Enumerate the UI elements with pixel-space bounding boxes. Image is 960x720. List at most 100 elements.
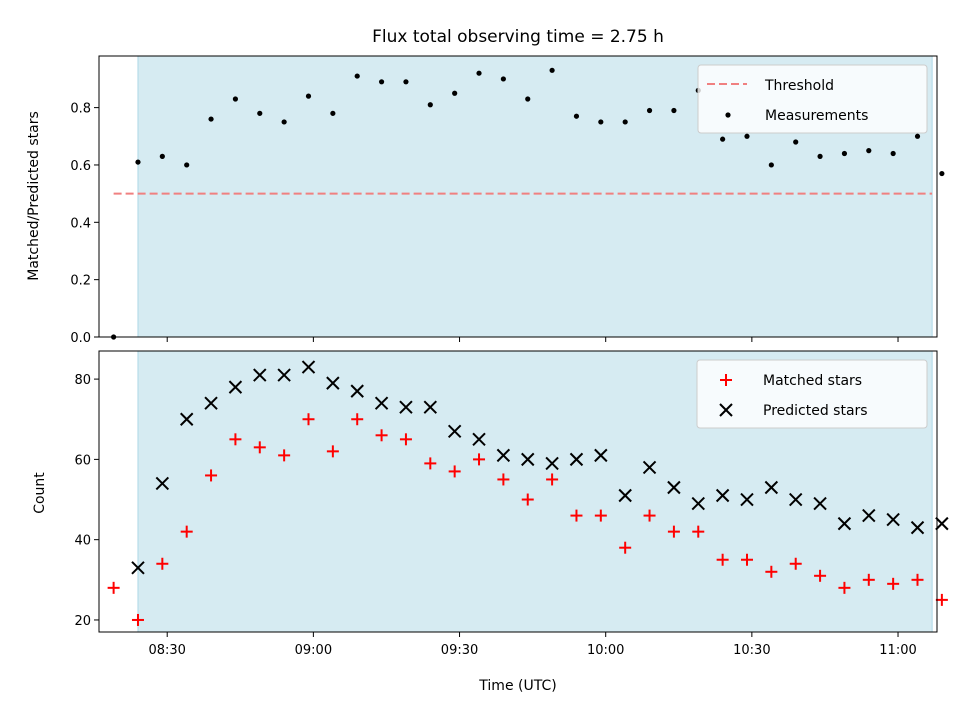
threshold-legend-label: Threshold: [764, 78, 834, 94]
predicted-star-stroke: [326, 376, 340, 390]
predicted-star-point: [521, 452, 535, 467]
predicted-star-stroke: [667, 480, 681, 495]
measurement-point: [232, 96, 239, 102]
predicted-star-point: [715, 488, 730, 503]
predicted-star-stroke: [886, 512, 900, 527]
predicted-star-point: [423, 400, 438, 414]
y-tick-label: 0.6: [70, 159, 91, 174]
y-tick-label: 20: [74, 614, 91, 629]
matched-star-point: [789, 557, 802, 570]
predicted-star-stroke: [253, 368, 267, 382]
predicted-star-stroke: [399, 400, 413, 414]
predicted-star-stroke: [423, 400, 438, 414]
measurement-point: [257, 110, 263, 116]
predicted-star-point: [350, 384, 364, 398]
matched-star-point: [619, 541, 632, 554]
matched-star-point: [326, 445, 339, 458]
measurement-point: [914, 133, 921, 139]
predicted-star-point: [447, 424, 462, 438]
matched-star-point: [643, 509, 656, 522]
measurement-point: [330, 110, 336, 116]
matched-star-point: [302, 413, 315, 426]
matched-star-point: [253, 441, 266, 454]
count-legend: Matched stars Predicted stars: [696, 359, 928, 429]
predicted-star-stroke: [496, 448, 511, 463]
predicted-star-stroke: [521, 452, 535, 467]
measurement-point: [646, 107, 653, 114]
count-plot-area: [107, 360, 949, 626]
ratio-legend-box: [697, 64, 928, 134]
measurements-legend-label: Measurements: [765, 108, 868, 124]
y-tick-label: 60: [74, 453, 91, 468]
predicted-star-point: [253, 368, 267, 382]
predicted-star-stroke: [789, 492, 803, 507]
predicted-star-stroke: [277, 368, 291, 382]
matched-star-point: [497, 473, 510, 486]
matched-star-point: [765, 565, 778, 578]
measurement-point: [184, 162, 190, 168]
measurement-point: [305, 93, 312, 99]
matched-star-point: [935, 593, 948, 606]
predicted-legend-swatch: [719, 403, 733, 417]
x-tick-label: 08:30: [148, 643, 185, 658]
measurement-point: [476, 70, 482, 76]
predicted-star-stroke: [131, 561, 145, 575]
matched-star-point: [570, 509, 583, 522]
ratio-y-axis-label: Matched/Predicted stars: [26, 111, 42, 281]
predicted-star-stroke: [740, 492, 754, 507]
y-tick-label: 80: [74, 373, 91, 388]
measurement-point: [378, 79, 385, 85]
predicted-star-stroke: [155, 476, 170, 491]
measurement-point: [208, 116, 214, 122]
predicted-star-point: [326, 376, 340, 390]
predicted-star-stroke: [618, 488, 632, 503]
count-y-axis-label: Count: [32, 472, 48, 514]
y-tick-label: 0.0: [70, 331, 91, 346]
matched-legend-label: Matched stars: [763, 373, 862, 389]
measurement-point: [500, 76, 506, 82]
measurement-point: [427, 102, 433, 108]
y-tick-label: 0.4: [70, 216, 91, 231]
y-tick-label: 0.8: [70, 102, 91, 117]
matched-star-point: [278, 449, 291, 462]
predicted-star-point: [837, 516, 852, 531]
matched-star-point: [887, 577, 900, 590]
ratio-x-axis: [166, 337, 899, 342]
x-tick-label: 10:00: [587, 643, 624, 658]
y-tick-label: 0.2: [70, 274, 91, 289]
predicted-star-stroke: [447, 424, 462, 438]
x-tick-label: 11:00: [879, 643, 916, 658]
matched-star-point: [716, 553, 729, 566]
predicted-legend-label: Predicted stars: [763, 403, 868, 419]
matched-star-point: [180, 525, 193, 538]
measurement-point: [768, 162, 774, 168]
measurement-point: [939, 170, 945, 177]
ratio-legend: Threshold Measurements: [697, 64, 928, 134]
count-y-axis: 20 40 60 80: [74, 373, 99, 629]
predicted-star-point: [277, 368, 291, 382]
ratio-axes-frame: [98, 55, 938, 338]
measurement-point: [354, 73, 360, 79]
x-tick-label: 10:30: [733, 643, 770, 658]
measurements-legend-swatch: [725, 112, 731, 118]
matched-star-point: [667, 525, 680, 538]
predicted-star-stroke: [350, 384, 364, 398]
predicted-star-point: [764, 480, 779, 495]
predicted-star-stroke: [301, 360, 316, 374]
matched-star-point: [424, 457, 437, 470]
predicted-star-point: [935, 516, 949, 531]
predicted-star-stroke: [204, 396, 218, 410]
predicted-star-point: [374, 396, 389, 410]
predicted-star-point: [594, 448, 608, 463]
measurement-point: [841, 150, 848, 157]
predicted-star-stroke: [642, 460, 657, 475]
predicted-star-point: [862, 508, 876, 523]
predicted-star-point: [691, 496, 705, 511]
ratio-panel: 0.00.20.40.60.8 Matched/Predicted stars …: [26, 55, 945, 346]
predicted-star-point: [155, 476, 170, 491]
predicted-star-stroke: [715, 488, 730, 503]
matched-star-point: [131, 613, 144, 626]
matched-star-point: [107, 581, 120, 594]
